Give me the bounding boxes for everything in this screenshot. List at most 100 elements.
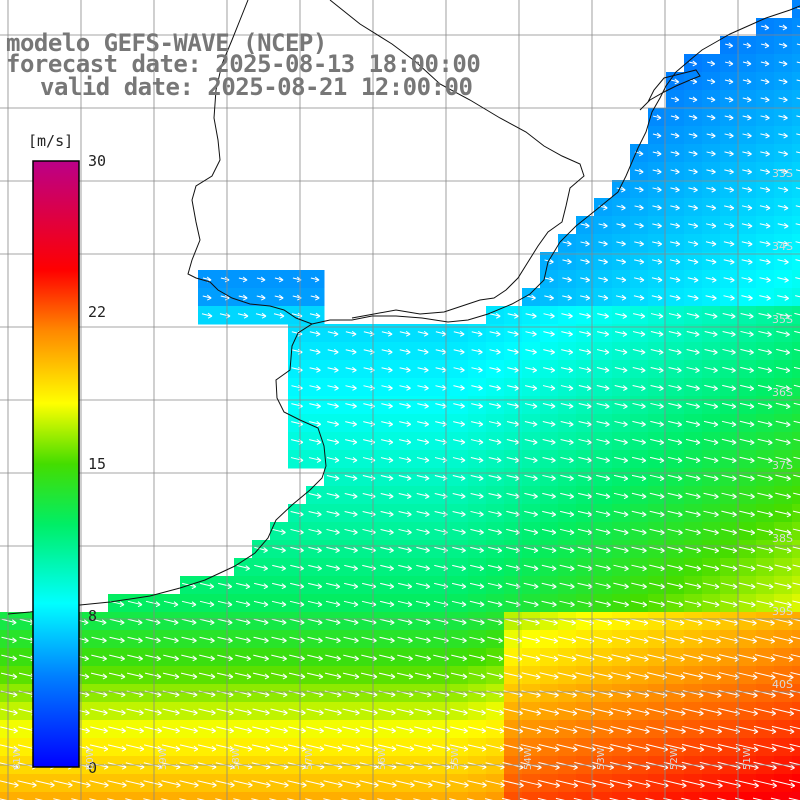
- colorbar-tick-0: 0: [88, 759, 98, 777]
- wind-arrow: [451, 600, 467, 608]
- wind-arrow: [757, 456, 773, 464]
- wind-arrow: [593, 690, 614, 698]
- wind-arrow: [469, 654, 486, 662]
- wind-arrow: [652, 186, 662, 193]
- wind-arrow: [234, 708, 252, 716]
- wind-cell: [360, 792, 379, 800]
- wind-arrow: [524, 403, 538, 409]
- wind-arrow: [777, 222, 789, 229]
- wind-arrow: [614, 420, 628, 428]
- wind-arrow: [706, 150, 716, 157]
- wind-arrow: [737, 636, 758, 644]
- wind-arrow: [397, 654, 414, 662]
- wind-arrow: [488, 421, 502, 427]
- wind-arrow: [431, 780, 451, 788]
- wind-arrow: [650, 349, 664, 355]
- wind-arrow: [702, 564, 720, 572]
- wind-arrow: [378, 708, 396, 716]
- wind-cell: [792, 162, 800, 181]
- wind-arrow: [613, 528, 629, 536]
- wind-arrow: [452, 528, 466, 536]
- wind-arrow: [360, 726, 378, 734]
- wind-arrow: [793, 474, 800, 478]
- wind-arrow: [706, 186, 716, 193]
- wind-arrow: [431, 744, 451, 752]
- wind-arrow: [488, 474, 502, 481]
- wind-arrow: [634, 168, 644, 175]
- wind-arrow: [792, 564, 800, 568]
- wind-arrow: [634, 258, 645, 265]
- wind-arrow: [735, 725, 759, 735]
- wind-arrow: [631, 492, 647, 500]
- wind-arrow: [628, 743, 650, 753]
- wind-arrow: [378, 726, 396, 734]
- wind-arrow: [578, 367, 592, 373]
- wind-arrow: [539, 654, 559, 662]
- wind-cell: [792, 738, 800, 757]
- wind-arrow: [685, 474, 701, 482]
- wind-arrow: [615, 294, 627, 301]
- wind-arrow: [435, 330, 447, 337]
- wind-arrow: [699, 779, 723, 789]
- wind-arrow: [700, 672, 722, 680]
- wind-arrow: [754, 707, 777, 717]
- wind-arrow: [670, 168, 680, 175]
- wind-arrow: [598, 276, 609, 283]
- wind-arrow: [757, 510, 774, 518]
- wind-arrow: [556, 744, 578, 752]
- wind-arrow: [416, 510, 430, 517]
- wind-arrow: [688, 132, 698, 139]
- wind-arrow: [327, 366, 339, 373]
- wind-arrow: [795, 277, 800, 280]
- wind-arrow: [718, 672, 740, 680]
- wind-arrow: [537, 797, 547, 800]
- wind-arrow: [667, 510, 683, 518]
- wind-arrow: [682, 725, 704, 735]
- wind-arrow: [706, 114, 716, 121]
- wind-arrow: [650, 384, 664, 391]
- wind-arrow: [684, 600, 702, 608]
- wind-arrow: [524, 510, 539, 518]
- wind-arrow: [668, 402, 682, 410]
- wind-arrow: [682, 690, 704, 698]
- wind-arrow: [685, 564, 702, 572]
- lat-label: 35S: [772, 313, 793, 326]
- wind-arrow: [724, 114, 734, 121]
- wind-arrow: [592, 726, 614, 734]
- wind-arrow: [487, 600, 503, 608]
- wind-arrow: [180, 708, 198, 716]
- wind-arrow: [327, 384, 339, 391]
- wind-arrow: [109, 636, 125, 644]
- lon-label: 60W: [85, 747, 96, 770]
- wind-arrow: [89, 744, 109, 752]
- wind-arrow: [721, 492, 737, 500]
- wind-arrow: [754, 672, 776, 680]
- wind-arrow: [739, 510, 755, 518]
- wind-cell: [342, 792, 361, 800]
- wind-arrow: [758, 312, 772, 319]
- wind-arrow: [345, 384, 357, 391]
- wind-arrow: [629, 618, 649, 626]
- wind-arrow: [344, 493, 358, 499]
- wind-arrow: [704, 348, 718, 355]
- wind-arrow: [631, 510, 647, 518]
- wind-arrow: [274, 294, 284, 301]
- wind-arrow: [700, 690, 722, 698]
- wind-arrow: [632, 402, 646, 410]
- wind-arrow: [793, 384, 800, 388]
- wind-cell: [756, 792, 775, 800]
- wind-arrow: [739, 438, 755, 446]
- wind-arrow: [53, 780, 73, 788]
- wind-arrow: [688, 96, 698, 103]
- wind-arrow: [471, 402, 484, 409]
- wind-arrow: [525, 348, 537, 355]
- wind-arrow: [343, 600, 359, 608]
- wind-cell: [792, 108, 800, 127]
- wind-arrow: [577, 546, 593, 554]
- wind-arrow: [560, 421, 574, 427]
- wind-arrow: [721, 456, 737, 464]
- wind-arrow: [180, 726, 198, 734]
- wind-arrow: [559, 528, 575, 536]
- wind-arrow: [667, 456, 683, 464]
- wind-cell: [792, 684, 800, 703]
